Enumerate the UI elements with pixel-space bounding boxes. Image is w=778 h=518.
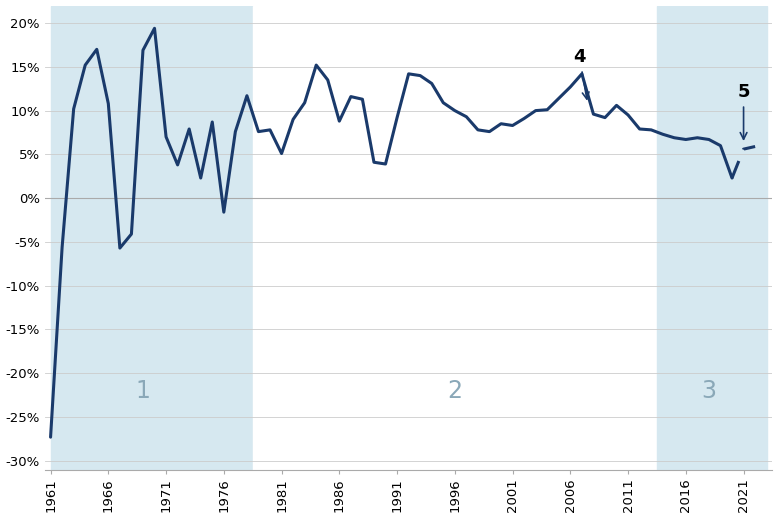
- Text: 5: 5: [738, 83, 750, 139]
- Bar: [657, 6, 766, 469]
- Text: 1: 1: [135, 379, 150, 403]
- Bar: [253, 6, 657, 469]
- Text: 3: 3: [702, 379, 717, 403]
- Text: 2: 2: [447, 379, 462, 403]
- Text: 4: 4: [573, 49, 589, 99]
- Bar: [51, 6, 253, 469]
